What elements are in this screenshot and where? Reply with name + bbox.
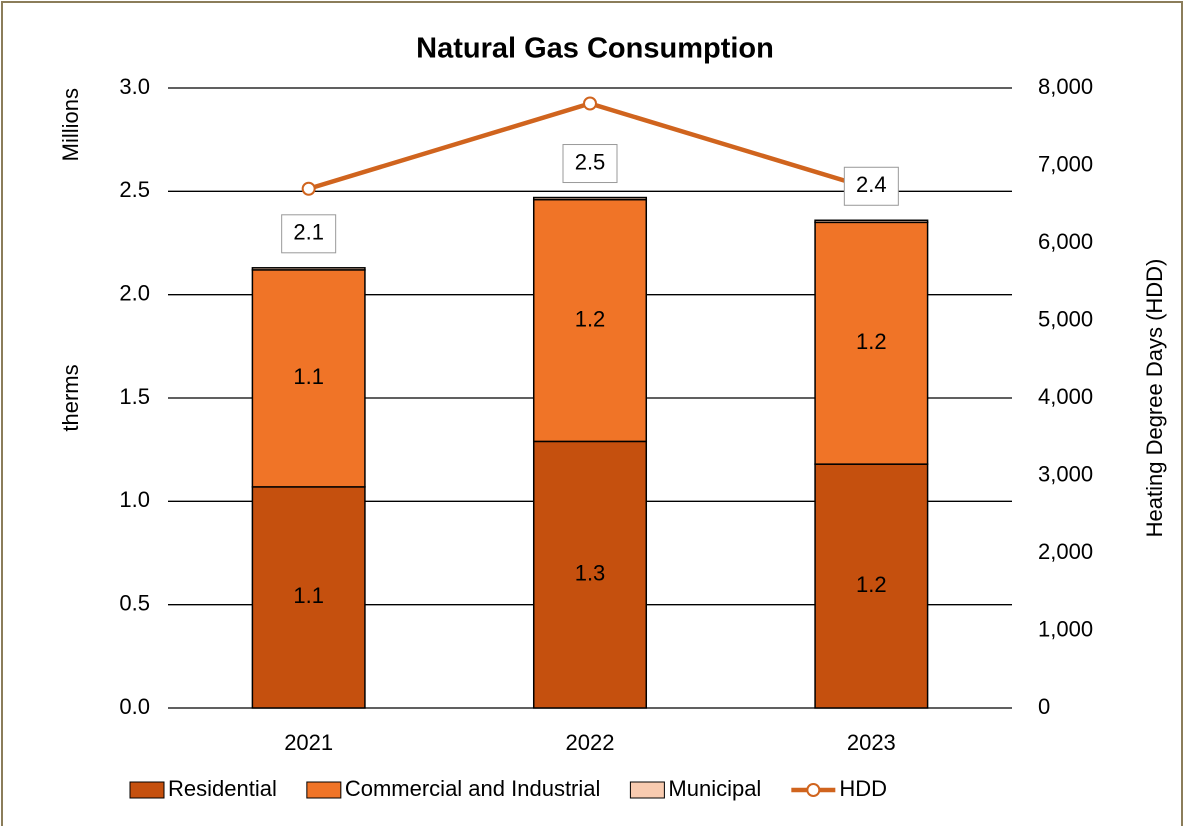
- y2-axis-label: Heating Degree Days (HDD): [1142, 259, 1167, 538]
- y-tick-label: 0.5: [119, 590, 150, 615]
- line-marker: [583, 96, 597, 111]
- y-tick-label: 0.0: [119, 694, 150, 719]
- total-label: 2.4: [856, 172, 887, 197]
- total-label-box: [843, 166, 899, 206]
- bar-segment: [814, 219, 929, 224]
- total-label-box: [562, 144, 618, 184]
- bar-segment: [532, 196, 648, 201]
- y2-tick-label: 2,000: [1038, 539, 1093, 564]
- x-tick-label: 2023: [847, 730, 896, 755]
- y2-tick-label: 1,000: [1038, 616, 1093, 641]
- data-label: 1.2: [856, 329, 887, 354]
- y-axis-label: therms: [58, 364, 83, 431]
- bar-segment: [532, 198, 648, 443]
- y-tick-label: 2.0: [119, 280, 150, 305]
- legend-label: Municipal: [668, 776, 761, 801]
- bar-segment: [814, 463, 929, 709]
- y2-tick-label: 0: [1038, 694, 1050, 719]
- y2-tick-label: 3,000: [1038, 461, 1093, 486]
- y-tick-label: 2.5: [119, 177, 150, 202]
- bar-segment: [251, 486, 366, 709]
- legend-label: Commercial and Industrial: [345, 776, 601, 801]
- x-tick-label: 2022: [566, 730, 615, 755]
- legend-marker: [806, 783, 821, 797]
- legend-swatch: [306, 781, 342, 799]
- legend-swatch: [129, 781, 165, 799]
- data-label: 1.2: [575, 306, 606, 331]
- data-label: 1.2: [856, 572, 887, 597]
- data-label: 1.1: [293, 364, 324, 389]
- y2-tick-label: 6,000: [1038, 229, 1093, 254]
- x-tick-label: 2021: [284, 730, 333, 755]
- line-marker: [301, 181, 316, 196]
- bar-segment: [532, 440, 648, 709]
- legend-swatch: [629, 781, 665, 799]
- total-label: 2.5: [575, 149, 606, 174]
- y-tick-label: 3.0: [119, 74, 150, 99]
- bar-segment: [251, 267, 366, 271]
- y2-tick-label: 7,000: [1038, 151, 1093, 176]
- legend-label: HDD: [839, 776, 887, 801]
- y2-tick-label: 4,000: [1038, 384, 1093, 409]
- data-label: 1.1: [293, 583, 324, 608]
- bar-segment: [251, 269, 366, 488]
- y-tick-label: 1.0: [119, 487, 150, 512]
- y2-tick-label: 8,000: [1038, 74, 1093, 99]
- y-unit-label: Millions: [58, 88, 83, 161]
- y2-tick-label: 5,000: [1038, 306, 1093, 331]
- data-label: 1.3: [575, 561, 606, 586]
- chart-title: Natural Gas Consumption: [416, 33, 774, 65]
- total-label-box: [281, 214, 337, 254]
- legend-label: Residential: [168, 776, 277, 801]
- y-tick-label: 1.5: [119, 384, 150, 409]
- total-label: 2.1: [293, 220, 324, 245]
